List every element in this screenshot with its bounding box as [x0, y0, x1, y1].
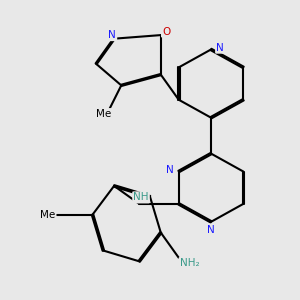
Text: N: N	[108, 30, 116, 40]
Text: NH₂: NH₂	[180, 258, 199, 268]
Text: NH: NH	[133, 192, 149, 203]
Text: Me: Me	[96, 109, 111, 119]
Text: N: N	[166, 165, 174, 175]
Text: Me: Me	[40, 210, 55, 220]
Text: N: N	[207, 225, 215, 235]
Text: N: N	[216, 43, 224, 53]
Text: O: O	[162, 26, 170, 37]
